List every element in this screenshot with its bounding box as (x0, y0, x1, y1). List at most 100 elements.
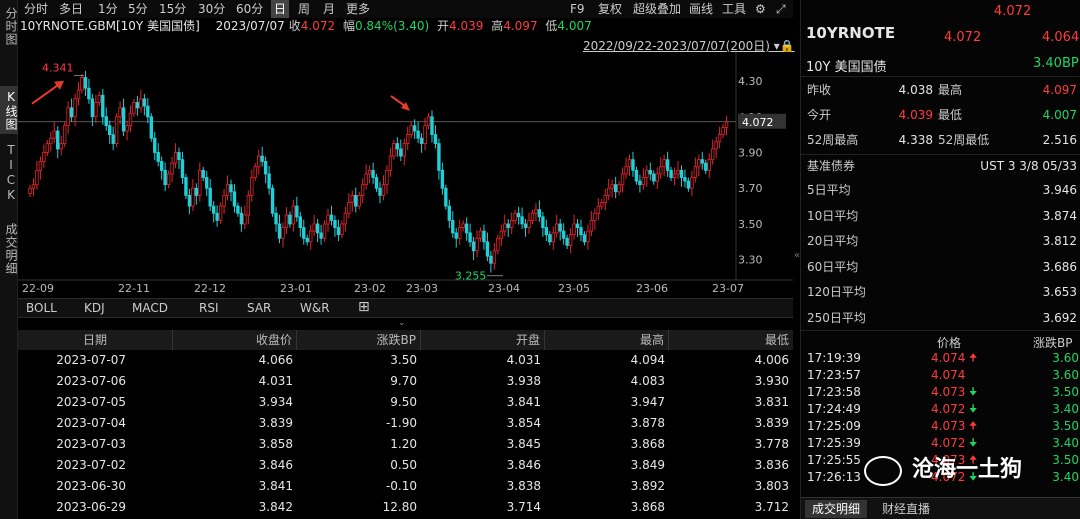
tab-timeshare[interactable]: 分时图 (4, 6, 18, 46)
more-periods[interactable]: 更多 (346, 2, 371, 16)
overlay-button[interactable]: 超级叠加 (633, 2, 682, 16)
tick-time: 17:23:57 (807, 368, 861, 382)
table-cell: 2023-07-06 (56, 374, 126, 388)
draw-button[interactable]: 画线 (689, 2, 714, 16)
tick-price: 4.073 (931, 453, 966, 467)
candle-body (215, 212, 219, 221)
period-tab[interactable]: 15分 (159, 2, 187, 16)
peak-arrowhead-icon (401, 102, 410, 111)
candle-body (638, 180, 642, 186)
stat-row: 52周最高 4.338 52周最低 2.516 (807, 128, 1077, 153)
period-tab[interactable]: 多日 (59, 2, 84, 16)
add-indicator-icon[interactable]: ⊞ (358, 299, 370, 315)
candle-body (347, 202, 351, 214)
tab-kline[interactable]: K线图 (0, 86, 18, 134)
period-tab[interactable]: 周 (298, 2, 311, 16)
candle-body (471, 241, 476, 252)
tab-trade-detail[interactable]: 成交明细 (4, 223, 18, 275)
candle-body (118, 107, 122, 118)
col-change[interactable]: 涨跌BP (297, 330, 421, 350)
kline-chart[interactable]: 4.304.103.903.703.503.304.072 22-0922-11… (18, 52, 793, 298)
period-tab[interactable]: 5分 (128, 2, 148, 16)
table-row[interactable]: 2023-06-29 3.842 12.80 3.714 3.868 3.712 (18, 497, 793, 517)
tab-trade-detail-bottom[interactable]: 成交明细 (805, 500, 868, 518)
tools-button[interactable]: 工具 (722, 2, 747, 16)
candle-body (409, 125, 413, 136)
adjust-button[interactable]: 复权 (598, 2, 623, 16)
average-row: 60日平均 3.686 (807, 255, 1077, 280)
candle-body (38, 161, 43, 171)
period-tab[interactable]: 30分 (198, 2, 226, 16)
tick-bp: 3.50 (1052, 419, 1079, 433)
indicator-tab[interactable]: KDJ (84, 301, 105, 315)
peak-arrow-icon (390, 95, 406, 107)
stat-value: 4.039 (898, 108, 933, 122)
tick-price: 4.073 (931, 419, 966, 433)
candle-body (298, 216, 302, 228)
tick-time: 17:25:09 (807, 419, 861, 433)
close-label: 收 (288, 19, 301, 33)
table-row[interactable]: 2023-07-05 3.934 9.50 3.841 3.947 3.831 (18, 392, 793, 412)
candle-body (426, 116, 431, 127)
average-label: 250日平均 (807, 310, 866, 325)
tab-tick[interactable]: TICK (4, 143, 18, 203)
candle-body (603, 194, 607, 203)
table-cell: 4.094 (630, 353, 665, 367)
candle-body (433, 134, 438, 144)
tab-live-news[interactable]: 财经直播 (882, 502, 931, 516)
candle-body (281, 227, 285, 239)
candle-body (489, 255, 493, 264)
average-label: 10日平均 (807, 208, 859, 223)
stat-value: 4.007 (1042, 108, 1077, 122)
date-range[interactable]: 2022/09/22-2023/07/07(200日) ▾🔒 (583, 37, 795, 54)
candle-body (672, 173, 677, 178)
candle-body (205, 177, 209, 189)
candle-body (135, 102, 140, 109)
table-row[interactable]: 2023-07-02 3.846 0.50 3.846 3.849 3.836 (18, 455, 793, 475)
collapse-icon[interactable]: ⌄ (398, 318, 406, 328)
table-row[interactable]: 2023-07-06 4.031 9.70 3.938 4.083 3.930 (18, 371, 793, 391)
table-row[interactable]: 2023-07-07 4.066 3.50 4.031 4.094 4.006 (18, 350, 793, 370)
f9-button[interactable]: F9 (570, 2, 585, 16)
table-cell: 3.938 (506, 374, 541, 388)
period-tab[interactable]: 分时 (24, 2, 49, 16)
candle-body (707, 159, 711, 171)
table-row[interactable]: 2023-06-30 3.841 -0.10 3.838 3.892 3.803 (18, 476, 793, 496)
tick-row: 17:23:57 4.074 3.60 (807, 367, 1079, 384)
period-tab-active[interactable]: 日 (271, 0, 290, 18)
expand-icon[interactable]: ⤢ (776, 2, 786, 16)
period-tab[interactable]: 月 (323, 2, 336, 16)
average-value: 3.812 (1042, 234, 1077, 248)
col-low[interactable]: 最低 (764, 333, 789, 347)
indicator-tab[interactable]: MACD (132, 301, 168, 315)
table-row[interactable]: 2023-07-03 3.858 1.20 3.845 3.868 3.778 (18, 434, 793, 454)
candle-body (101, 94, 105, 118)
indicator-tab[interactable]: BOLL (26, 301, 57, 315)
panel-toggle-icon[interactable]: « (794, 250, 801, 261)
candle-body (329, 214, 334, 221)
candle-body (56, 130, 60, 150)
indicator-tab[interactable]: RSI (199, 301, 219, 315)
table-row[interactable]: 2023-07-04 3.839 -1.90 3.854 3.878 3.839 (18, 413, 793, 433)
period-tab[interactable]: 1分 (98, 2, 118, 16)
candle-body (253, 166, 257, 178)
lock-icon[interactable]: ▾🔒 (773, 39, 795, 53)
period-tab[interactable]: 60分 (236, 2, 264, 16)
candle-body (111, 134, 115, 144)
period-toolbar: 分时 多日 1分 5分 15分 30分 60分 日 周 月 更多 F9 复权 超… (18, 0, 793, 18)
stat-row: 昨收 4.038 最高 4.097 (807, 78, 1077, 103)
col-open[interactable]: 开盘 (421, 330, 545, 350)
candle-body (322, 223, 327, 239)
indicator-tab[interactable]: SAR (247, 301, 272, 315)
tick-price: 4.072 (931, 470, 966, 484)
candle-body (690, 177, 694, 189)
settings-icon[interactable]: ⚙ (755, 2, 766, 16)
col-high[interactable]: 最高 (545, 330, 669, 350)
col-date[interactable]: 日期 (18, 330, 173, 350)
benchmark-row: 基准债券 UST 3 3/8 05/33 (807, 154, 1077, 179)
candle-body (163, 169, 167, 186)
indicator-tab[interactable]: W&R (300, 301, 330, 315)
col-close[interactable]: 收盘价 (173, 330, 297, 350)
low-value: 4.007 (557, 19, 592, 33)
candle-body (35, 169, 39, 186)
